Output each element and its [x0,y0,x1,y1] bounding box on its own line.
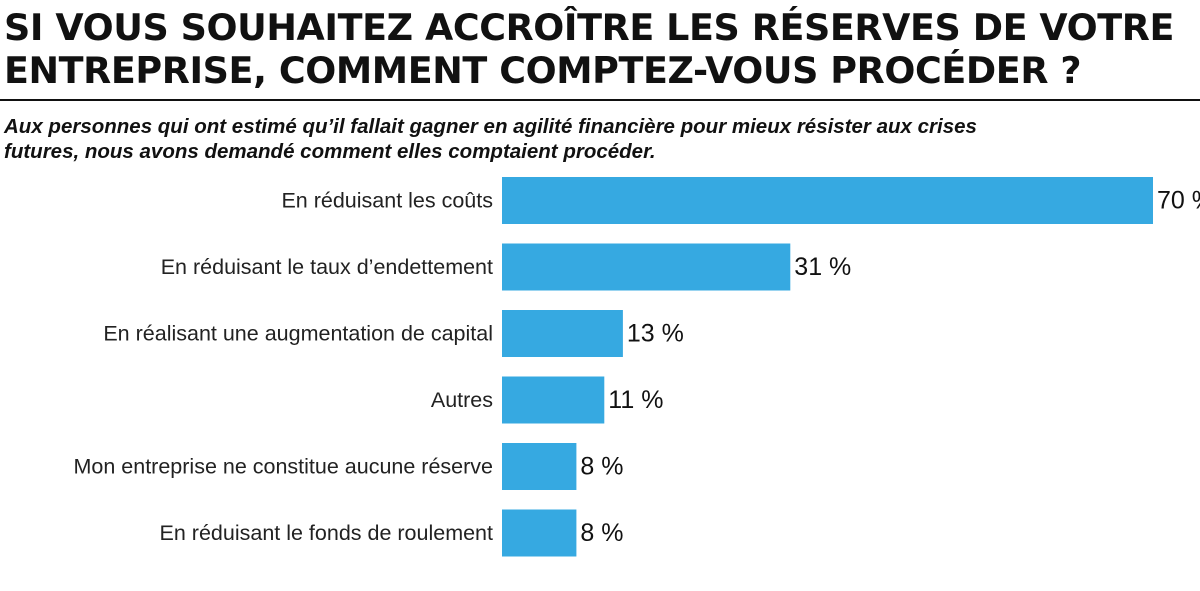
category-label-en-reduisant-le-taux-d-endettement: En réduisant le taux d’endettement [161,255,493,279]
value-label-en-realisant-une-augmentation-de-capital: 13 % [627,320,684,348]
value-label-en-reduisant-le-fonds-de-roulement: 8 % [580,519,623,547]
chart-subtitle: Aux personnes qui ont estimé qu’il falla… [4,115,977,163]
category-label-en-reduisant-les-couts: En réduisant les coûts [281,189,493,213]
chart-title: Si vous souhaitez accroître les réserves… [4,6,1175,92]
bar-en-reduisant-le-taux-d-endettement [502,243,791,291]
bar-en-reduisant-les-couts [502,177,1153,224]
title-divider [0,99,1200,101]
bar-en-realisant-une-augmentation-de-capital [502,310,623,357]
category-label-autres: Autres [431,388,493,412]
category-label-en-reduisant-le-fonds-de-roulement: En réduisant le fonds de roulement [160,521,493,545]
bar-autres [502,376,605,424]
bar-en-reduisant-le-fonds-de-roulement [502,509,577,557]
category-label-mon-entreprise-ne-constitue-aucune-reserve: Mon entreprise ne constitue aucune réser… [74,455,494,479]
category-label-en-realisant-une-augmentation-de-capital: En réalisant une augmentation de capital [103,322,493,346]
value-label-autres: 11 % [608,386,663,414]
value-label-mon-entreprise-ne-constitue-aucune-reserve: 8 % [580,453,623,481]
value-label-en-reduisant-le-taux-d-endettement: 31 % [794,253,851,281]
bar-mon-entreprise-ne-constitue-aucune-reserve [502,443,577,490]
value-label-en-reduisant-les-couts: 70 % [1157,187,1200,215]
